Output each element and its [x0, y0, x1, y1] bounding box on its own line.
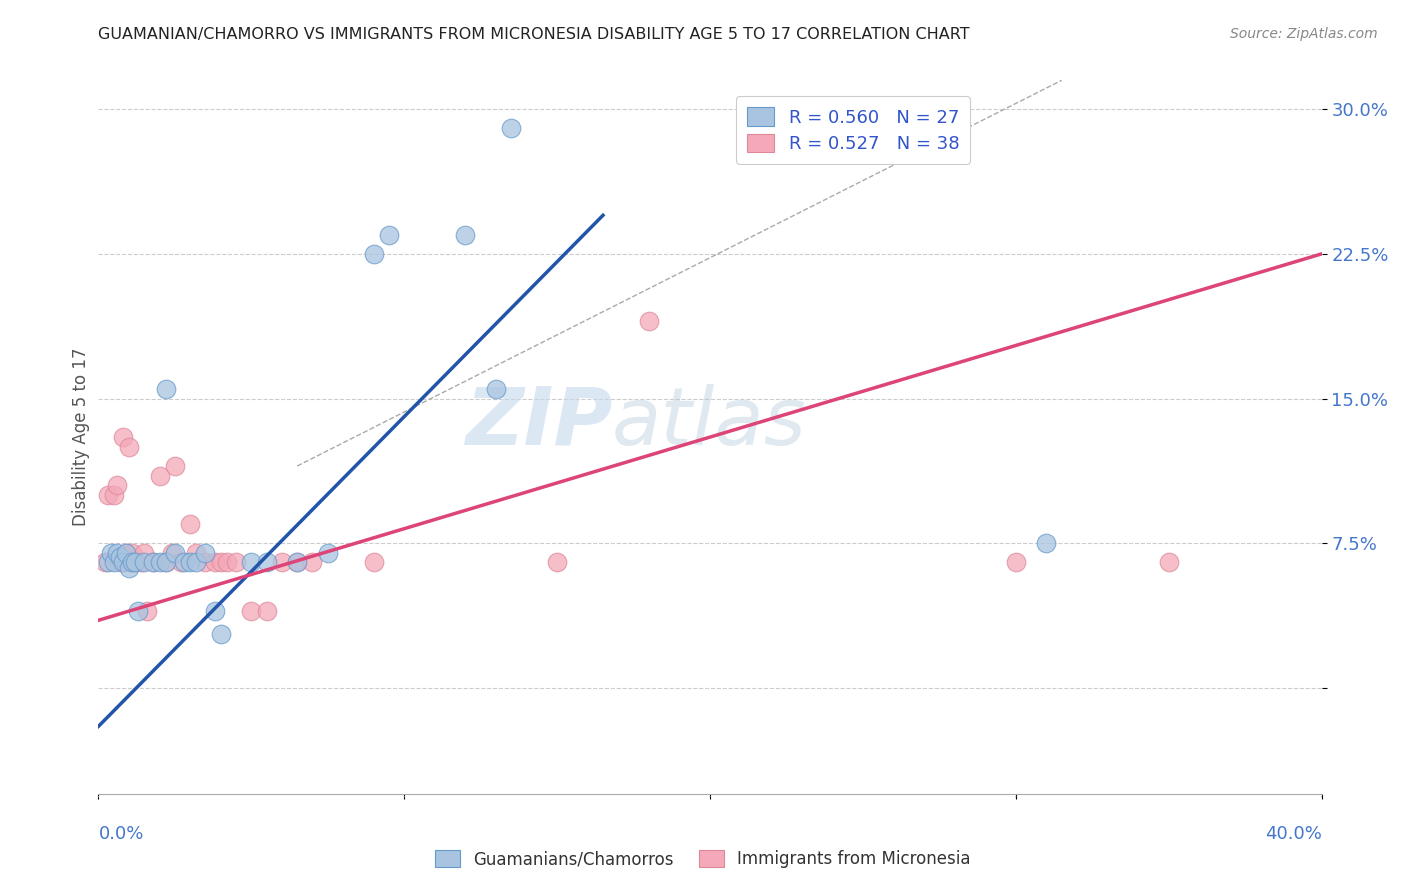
Point [111, 430, 134, 444]
Text: ZIP: ZIP [465, 384, 612, 462]
Text: Source: ZipAtlas.com: Source: ZipAtlas.com [1230, 27, 1378, 41]
Point [103, 488, 125, 502]
Point [454, 227, 477, 242]
Point [118, 556, 141, 570]
Point [163, 458, 186, 473]
Point [256, 556, 278, 570]
Point [118, 561, 141, 575]
Point [118, 440, 141, 454]
Point [155, 556, 177, 570]
Point [179, 556, 201, 570]
Point [1157, 556, 1180, 570]
Point [115, 546, 138, 560]
Text: GUAMANIAN/CHAMORRO VS IMMIGRANTS FROM MICRONESIA DISABILITY AGE 5 TO 17 CORRELAT: GUAMANIAN/CHAMORRO VS IMMIGRANTS FROM MI… [98, 27, 970, 42]
Point [209, 556, 232, 570]
Point [285, 556, 308, 570]
Text: 40.0%: 40.0% [1265, 825, 1322, 843]
Point [108, 549, 131, 564]
Point [204, 604, 226, 618]
Y-axis label: Disability Age 5 to 17: Disability Age 5 to 17 [72, 348, 90, 526]
Point [363, 556, 385, 570]
Point [215, 556, 238, 570]
Point [546, 556, 568, 570]
Point [129, 556, 152, 570]
Point [111, 556, 134, 570]
Point [121, 556, 143, 570]
Point [124, 556, 146, 570]
Point [194, 556, 217, 570]
Point [301, 556, 323, 570]
Point [155, 556, 177, 570]
Point [142, 556, 165, 570]
Point [108, 556, 131, 570]
Point [115, 546, 138, 560]
Point [363, 247, 385, 261]
Point [173, 556, 195, 570]
Point [240, 556, 263, 570]
Point [179, 516, 201, 531]
Point [170, 556, 193, 570]
Point [194, 546, 217, 560]
Point [160, 546, 183, 560]
Point [105, 478, 128, 492]
Point [501, 121, 523, 136]
Point [100, 546, 122, 560]
Point [225, 556, 247, 570]
Text: 0.0%: 0.0% [98, 825, 143, 843]
Point [97, 488, 120, 502]
Point [204, 556, 226, 570]
Point [256, 604, 278, 618]
Point [134, 556, 156, 570]
Point [163, 546, 186, 560]
Point [105, 546, 128, 560]
Legend: R = 0.560   N = 27, R = 0.527   N = 38: R = 0.560 N = 27, R = 0.527 N = 38 [737, 96, 970, 164]
Point [209, 627, 232, 641]
Point [186, 546, 208, 560]
Point [142, 556, 165, 570]
Point [111, 556, 134, 570]
Point [149, 468, 172, 483]
Point [136, 604, 159, 618]
Point [124, 556, 146, 570]
Point [127, 604, 149, 618]
Point [285, 556, 308, 570]
Point [97, 556, 120, 570]
Point [270, 556, 292, 570]
Point [316, 546, 339, 560]
Point [485, 382, 508, 396]
Point [1004, 556, 1026, 570]
Legend: Guamanians/Chamorros, Immigrants from Micronesia: Guamanians/Chamorros, Immigrants from Mi… [429, 843, 977, 875]
Point [155, 382, 177, 396]
Point [240, 604, 263, 618]
Point [93, 556, 115, 570]
Point [121, 546, 143, 560]
Point [149, 556, 172, 570]
Text: atlas: atlas [612, 384, 807, 462]
Point [186, 556, 208, 570]
Point [103, 556, 125, 570]
Point [637, 314, 661, 328]
Point [1035, 536, 1057, 550]
Point [134, 546, 156, 560]
Point [378, 227, 401, 242]
